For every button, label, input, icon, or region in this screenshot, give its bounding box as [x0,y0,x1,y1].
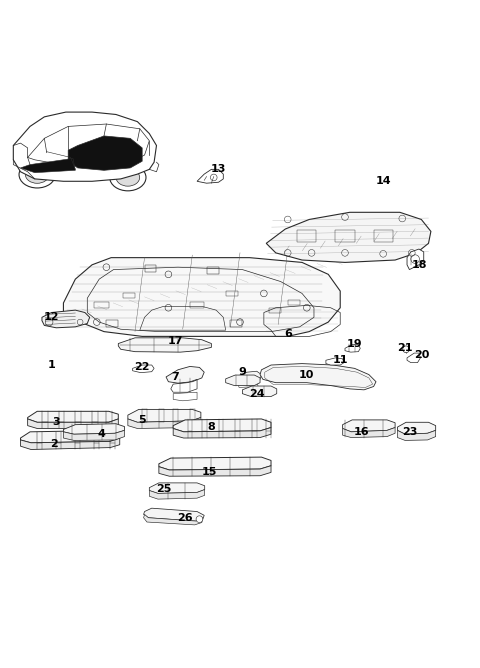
Text: 16: 16 [354,427,370,437]
Polygon shape [21,158,75,173]
Polygon shape [28,124,149,164]
Text: 23: 23 [402,427,417,437]
Polygon shape [166,367,204,383]
Polygon shape [21,438,120,450]
Ellipse shape [116,169,140,186]
Polygon shape [345,345,360,352]
Polygon shape [234,371,262,381]
Text: 7: 7 [172,372,180,382]
Ellipse shape [19,161,55,188]
Text: 11: 11 [333,355,348,365]
Polygon shape [42,310,90,328]
Polygon shape [144,508,204,521]
Polygon shape [132,365,154,373]
Polygon shape [326,358,344,365]
Polygon shape [13,112,156,181]
Text: 10: 10 [299,369,314,379]
Text: 24: 24 [249,389,264,399]
Polygon shape [128,409,201,422]
Polygon shape [149,490,204,499]
Polygon shape [407,249,424,270]
Text: 20: 20 [414,351,429,361]
Polygon shape [63,430,124,440]
Text: 5: 5 [138,415,146,425]
Text: 4: 4 [97,430,106,440]
Polygon shape [242,386,277,397]
Ellipse shape [196,516,203,522]
Polygon shape [197,170,223,183]
Polygon shape [144,514,203,525]
Text: 22: 22 [134,363,150,372]
Polygon shape [343,420,395,432]
Text: 21: 21 [397,343,412,353]
Polygon shape [226,375,260,385]
Text: 6: 6 [284,329,292,339]
Polygon shape [21,430,120,443]
Polygon shape [63,258,340,337]
Text: 15: 15 [201,468,216,478]
Text: 25: 25 [156,484,171,494]
Polygon shape [397,430,436,440]
Ellipse shape [403,346,409,353]
Text: 1: 1 [48,360,55,370]
Text: 9: 9 [239,367,246,377]
Ellipse shape [25,166,49,183]
Polygon shape [266,212,431,263]
Polygon shape [343,428,395,438]
Polygon shape [118,338,211,352]
Polygon shape [173,419,271,432]
Polygon shape [149,483,204,494]
Polygon shape [159,457,271,470]
Polygon shape [397,422,436,434]
Polygon shape [407,353,420,363]
Polygon shape [63,424,124,434]
Text: 14: 14 [375,176,391,186]
Text: 18: 18 [411,260,427,270]
Polygon shape [159,466,271,476]
Text: 12: 12 [44,313,59,322]
Text: 19: 19 [347,339,362,349]
Text: 26: 26 [177,513,193,523]
Polygon shape [128,418,201,428]
Polygon shape [260,363,376,390]
Polygon shape [28,419,118,428]
Polygon shape [173,428,271,438]
Text: 8: 8 [207,422,215,432]
Text: 3: 3 [52,418,60,428]
Text: 13: 13 [211,164,226,174]
Text: 2: 2 [50,439,58,449]
Text: 17: 17 [168,336,183,346]
Ellipse shape [110,164,146,191]
Polygon shape [28,411,118,422]
Polygon shape [68,136,142,170]
